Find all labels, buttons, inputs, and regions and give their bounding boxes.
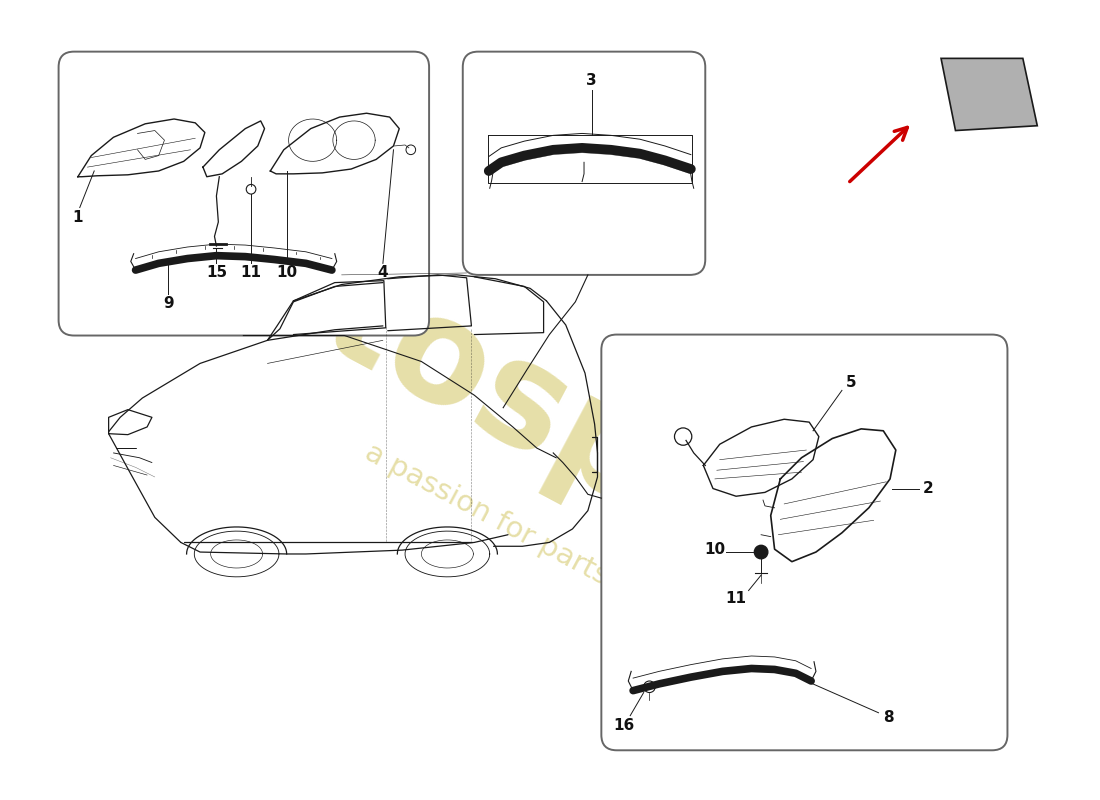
Text: 10: 10	[704, 542, 726, 557]
Text: a passion for parts since 1985: a passion for parts since 1985	[360, 438, 762, 670]
Text: 5: 5	[846, 375, 857, 390]
Text: 10: 10	[276, 265, 297, 279]
FancyBboxPatch shape	[463, 52, 705, 275]
Polygon shape	[940, 58, 1037, 130]
FancyBboxPatch shape	[58, 52, 429, 335]
Text: 15: 15	[206, 265, 227, 279]
Text: 16: 16	[613, 718, 634, 733]
Text: autospares: autospares	[122, 150, 1000, 707]
Text: 11: 11	[726, 590, 747, 606]
Text: 4: 4	[377, 265, 388, 279]
FancyBboxPatch shape	[602, 334, 1008, 750]
Text: 3: 3	[586, 73, 597, 88]
Text: 11: 11	[241, 265, 262, 279]
Text: 1: 1	[73, 210, 84, 225]
Text: 2: 2	[923, 481, 934, 496]
Text: 9: 9	[163, 296, 174, 311]
Circle shape	[755, 546, 768, 558]
Text: 8: 8	[883, 710, 893, 725]
